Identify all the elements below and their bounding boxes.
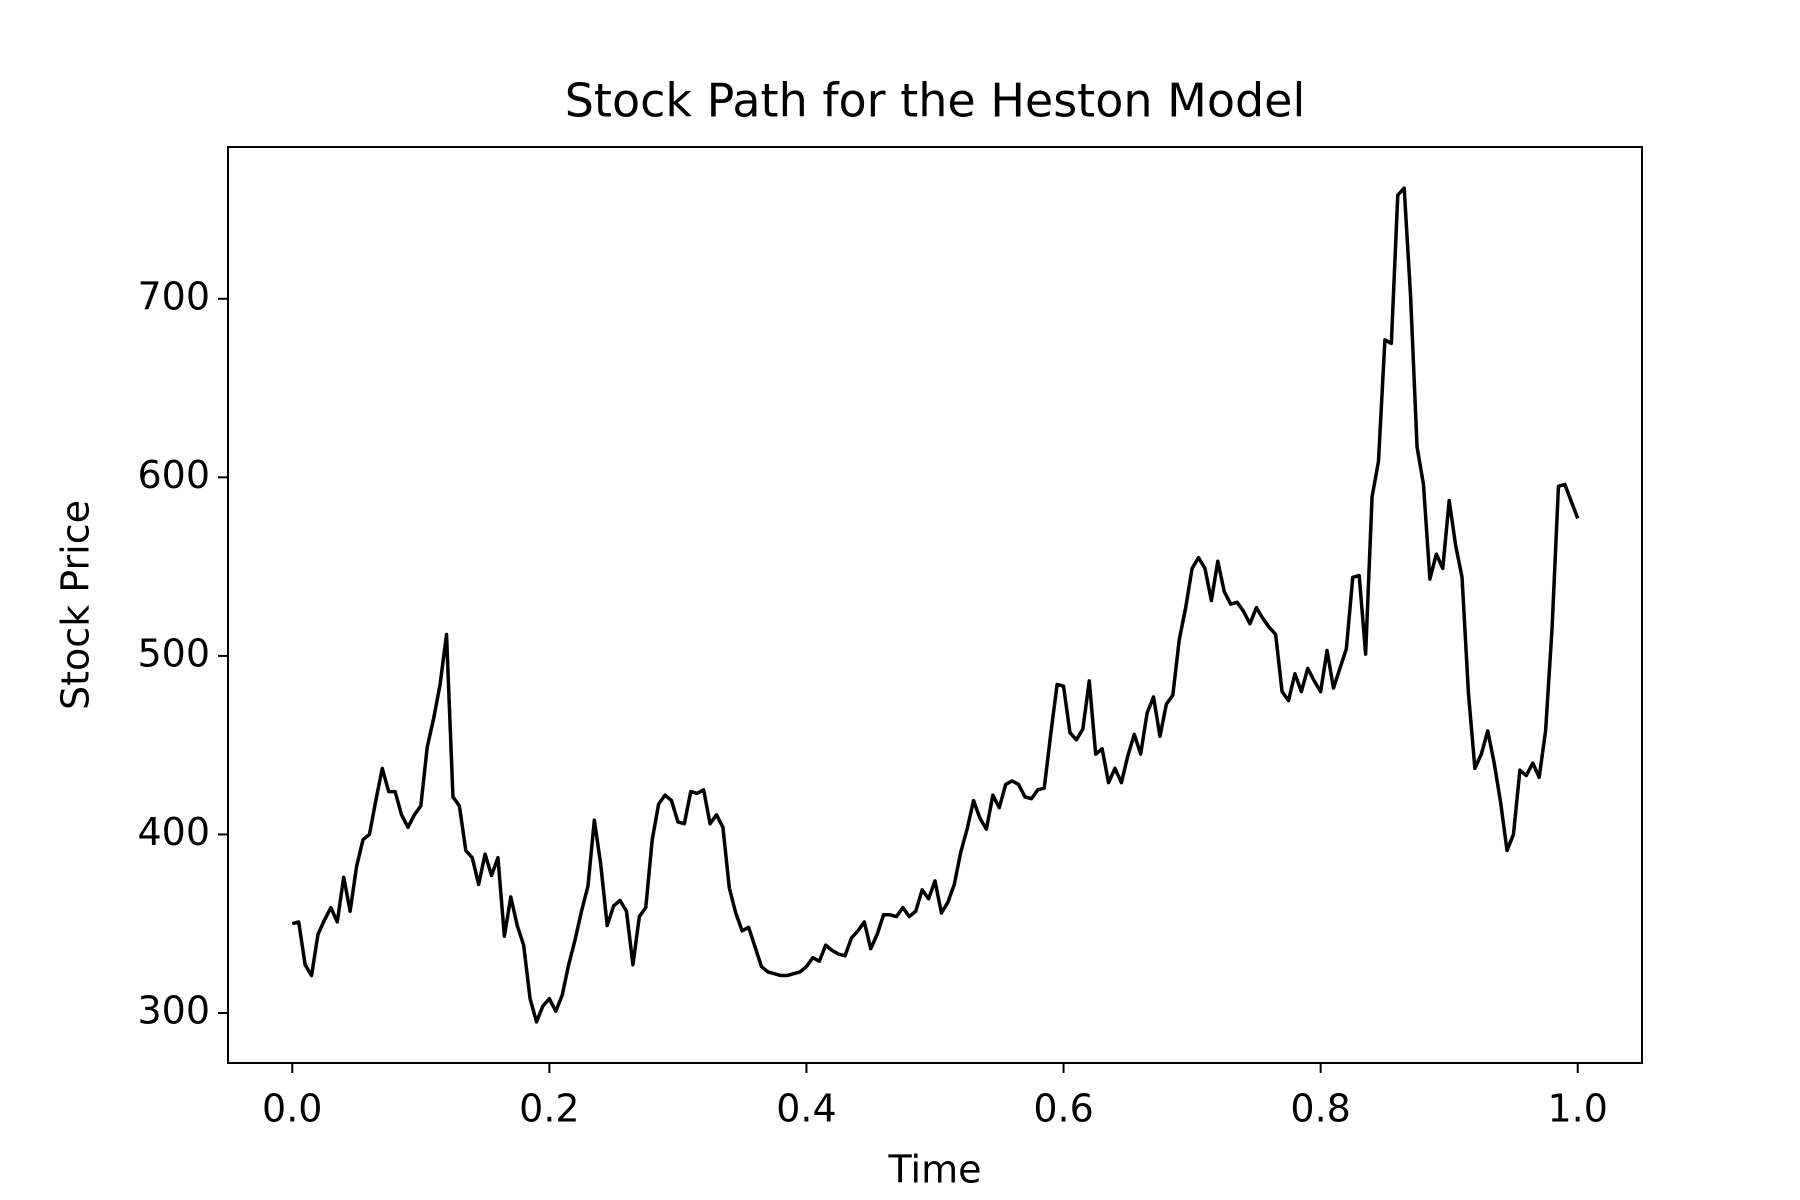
x-tick-label: 1.0: [1548, 1087, 1608, 1131]
y-axis-label: Stock Price: [54, 500, 98, 710]
x-tick-label: 0.4: [776, 1087, 836, 1131]
y-tick-label: 500: [137, 631, 210, 675]
x-tick-label: 0.8: [1290, 1087, 1350, 1131]
x-tick-label: 0.2: [519, 1087, 579, 1131]
x-tick-label: 0.0: [262, 1087, 322, 1131]
y-tick-label: 300: [137, 989, 210, 1033]
chart-title: Stock Path for the Heston Model: [565, 74, 1306, 128]
y-tick-label: 400: [137, 810, 210, 854]
price-line: [291, 186, 1580, 1024]
plot-frame: [227, 146, 1643, 1064]
x-tick-label: 0.6: [1033, 1087, 1093, 1131]
x-axis-label: Time: [888, 1148, 982, 1192]
y-tick-label: 600: [137, 453, 210, 497]
y-tick-label: 700: [137, 274, 210, 318]
